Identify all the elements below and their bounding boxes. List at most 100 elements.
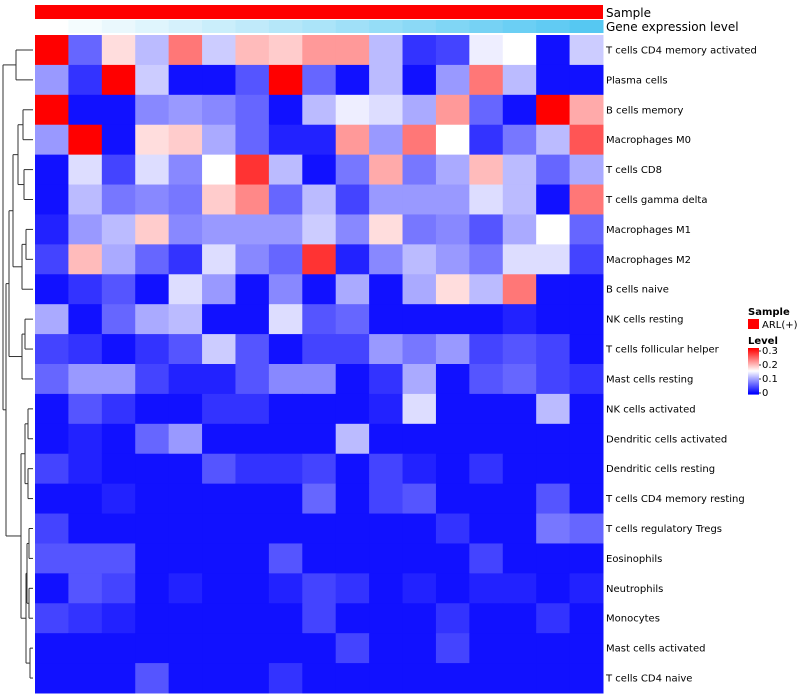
heatmap-cell xyxy=(168,244,203,275)
legend-colorbar-step xyxy=(748,377,759,379)
heatmap-cell xyxy=(469,214,504,245)
heatmap-cell xyxy=(502,154,537,186)
heatmap-cell xyxy=(502,663,537,694)
heatmap-cell xyxy=(569,423,604,455)
heatmap-cell xyxy=(168,663,203,694)
heatmap-cell xyxy=(369,184,404,215)
heatmap-cell xyxy=(502,513,537,544)
legend-colorbar-step xyxy=(748,384,759,386)
sample-track-label: Sample xyxy=(606,6,651,20)
legend-colorbar-step xyxy=(748,357,759,359)
gene-expression-annotation-cell xyxy=(268,20,303,33)
heatmap-cell xyxy=(335,483,370,515)
legend-colorbar-step xyxy=(748,371,759,373)
heatmap-cell xyxy=(435,483,470,515)
heatmap-cell xyxy=(235,393,270,425)
heatmap-cell xyxy=(402,35,437,66)
heatmap-cell xyxy=(335,94,370,126)
heatmap-cell xyxy=(335,573,370,604)
heatmap-cell xyxy=(235,94,270,126)
legend-level-colorbar xyxy=(748,348,761,395)
heatmap-cell xyxy=(402,274,437,305)
heatmap-cell xyxy=(435,154,470,186)
row-dendrogram xyxy=(2,49,33,679)
heatmap-cell xyxy=(101,244,136,275)
heatmap-cell xyxy=(469,543,504,574)
legend-colorbar-step xyxy=(748,365,759,367)
heatmap-cell xyxy=(302,35,337,66)
heatmap-cell xyxy=(536,513,571,544)
heatmap-cell xyxy=(235,35,270,66)
heatmap-cell xyxy=(68,124,103,156)
gene-expression-track-label: Gene expression level xyxy=(606,20,739,34)
heatmap-cell xyxy=(502,393,537,425)
heatmap-cell xyxy=(235,154,270,186)
heatmap-cell xyxy=(68,94,103,126)
legend-colorbar-step xyxy=(748,383,759,385)
heatmap-cell xyxy=(101,94,136,126)
heatmap-cell xyxy=(235,603,270,634)
heatmap-cell xyxy=(202,35,236,66)
heatmap-cell xyxy=(402,334,437,365)
heatmap-cell xyxy=(235,483,270,515)
gene-expression-annotation-cell xyxy=(369,20,404,33)
row-label: Monocytes xyxy=(606,614,660,625)
row-label: Macrophages M0 xyxy=(606,135,691,146)
heatmap-cell xyxy=(435,304,470,335)
heatmap-cell xyxy=(302,364,337,395)
heatmap-cell xyxy=(369,364,404,395)
heatmap-cell xyxy=(469,513,504,544)
heatmap-cell xyxy=(135,633,170,664)
heatmap-cell xyxy=(469,483,504,515)
heatmap-cell xyxy=(335,603,370,634)
heatmap-cell xyxy=(35,214,69,245)
heatmap-cell xyxy=(369,94,404,126)
heatmap-cell xyxy=(469,124,504,156)
heatmap-cell xyxy=(268,603,303,634)
heatmap-cell xyxy=(402,453,437,485)
heatmap-cell xyxy=(402,423,437,455)
heatmap-cell xyxy=(235,633,270,664)
gene-expression-annotation-bar xyxy=(35,20,604,33)
legend-colorbar-step xyxy=(748,362,759,364)
heatmap-cell xyxy=(402,483,437,515)
heatmap-cell xyxy=(68,513,103,544)
heatmap-cell xyxy=(302,453,337,485)
heatmap-cell xyxy=(35,633,69,664)
heatmap-cell xyxy=(35,453,69,485)
heatmap-cell xyxy=(502,573,537,604)
heatmap-cell xyxy=(168,483,203,515)
heatmap-cell xyxy=(502,633,537,664)
heatmap-cell xyxy=(369,423,404,455)
heatmap-cell xyxy=(101,214,136,245)
heatmap-cell xyxy=(502,64,537,96)
heatmap-cell xyxy=(202,334,236,365)
heatmap-cell xyxy=(369,154,404,186)
heatmap-cell xyxy=(569,244,604,275)
heatmap-cell xyxy=(369,573,404,604)
heatmap-cell xyxy=(536,453,571,485)
legend-colorbar-step xyxy=(748,348,759,350)
heatmap-cell xyxy=(502,453,537,485)
heatmap-cell xyxy=(35,393,69,425)
heatmap-cell xyxy=(202,633,236,664)
heatmap-cell xyxy=(569,334,604,365)
heatmap-cell xyxy=(569,274,604,305)
heatmap-cell xyxy=(569,573,604,604)
heatmap-cell xyxy=(536,214,571,245)
heatmap-cell xyxy=(569,453,604,485)
heatmap-cell xyxy=(268,543,303,574)
heatmap-cell xyxy=(168,453,203,485)
heatmap-cell xyxy=(335,64,370,96)
heatmap-cell xyxy=(335,35,370,66)
heatmap-cell xyxy=(435,184,470,215)
heatmap-cell xyxy=(168,573,203,604)
heatmap-cell xyxy=(168,214,203,245)
heatmap-cell xyxy=(369,214,404,245)
heatmap-cell xyxy=(68,35,103,66)
legend-sample-title: Sample xyxy=(748,307,790,318)
row-label: T cells CD8 xyxy=(605,165,662,176)
row-label: B cells naive xyxy=(606,285,669,296)
heatmap-cell xyxy=(268,304,303,335)
legend-sample-entry: ARL(+) xyxy=(762,320,798,331)
